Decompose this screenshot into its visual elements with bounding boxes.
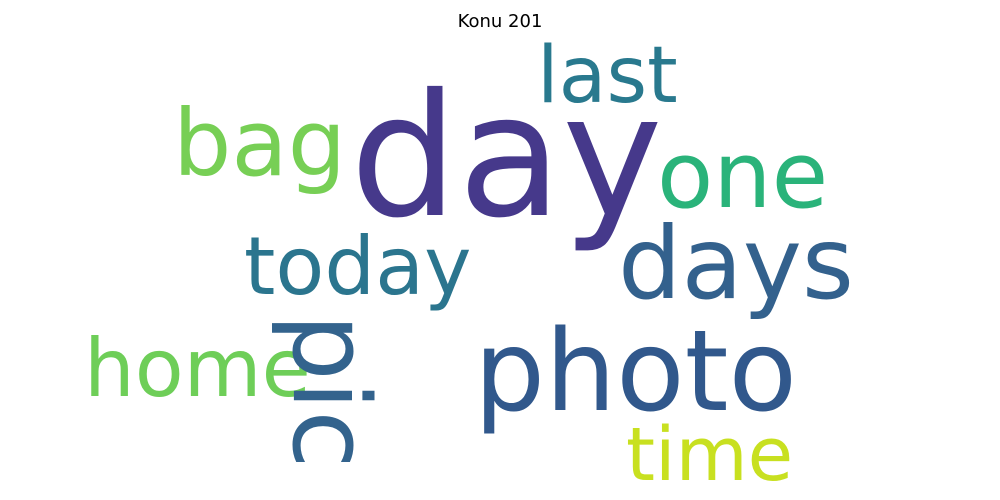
word-photo: photo <box>474 307 798 437</box>
word-days: days <box>618 205 855 322</box>
word-day: day <box>350 58 663 256</box>
word-today: today <box>244 220 472 313</box>
page-title: Konu 201 <box>457 11 543 32</box>
word-last: last <box>537 31 678 121</box>
word-home: home <box>84 322 311 415</box>
word-one: one <box>657 122 829 229</box>
word-time: time <box>626 412 794 498</box>
word-pic: pic <box>269 313 392 469</box>
word-bag: bag <box>173 90 347 197</box>
